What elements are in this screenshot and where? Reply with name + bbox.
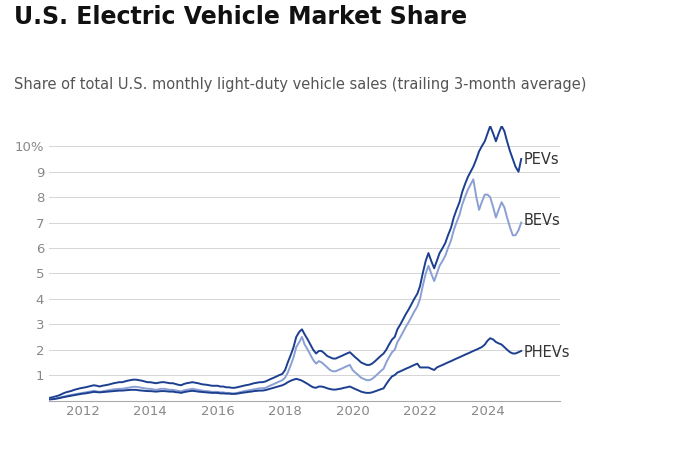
Text: Share of total U.S. monthly light-duty vehicle sales (trailing 3-month average): Share of total U.S. monthly light-duty v… — [14, 76, 587, 91]
Text: PHEVs: PHEVs — [524, 345, 570, 360]
Text: U.S. Electric Vehicle Market Share: U.S. Electric Vehicle Market Share — [14, 4, 467, 28]
Text: BEVs: BEVs — [524, 212, 560, 228]
Text: PEVs: PEVs — [524, 152, 559, 166]
